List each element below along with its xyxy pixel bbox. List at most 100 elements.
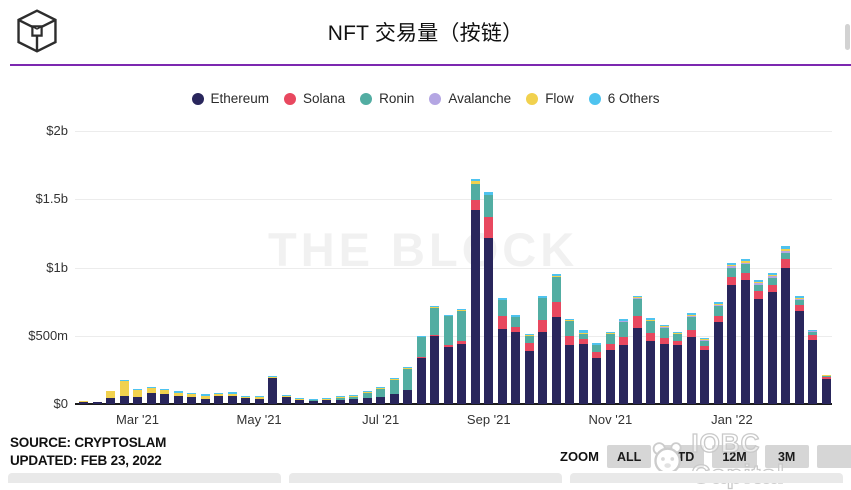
zoom-button-12m[interactable]: 12M [712,445,756,468]
bar[interactable] [174,391,183,404]
bar-segment-ronin [430,308,439,335]
bar-segment-ethereum [390,394,399,404]
bar-segment-ronin [660,328,669,338]
bar-segment-ethereum [147,393,156,404]
bar-segment-ethereum [430,336,439,404]
bar[interactable] [687,313,696,404]
bar-segment-ethereum [133,397,142,404]
bar[interactable] [579,330,588,404]
bar[interactable] [295,398,304,404]
bar-segment-ronin [565,321,574,337]
bar-segment-ethereum [363,398,372,404]
bar[interactable] [457,309,466,405]
bar-segment-flow [106,391,115,398]
bar-segment-ronin [754,285,763,292]
bar[interactable] [309,399,318,404]
bar[interactable] [525,334,534,404]
bar-segment-ronin [417,337,426,357]
bar[interactable] [160,389,169,404]
bar-segment-ethereum [727,285,736,404]
bar[interactable] [390,378,399,404]
x-axis-label: Nov '21 [570,412,650,427]
bar[interactable] [552,274,561,404]
bar[interactable] [633,296,642,404]
bar[interactable] [822,375,831,404]
bar[interactable] [606,332,615,404]
bar[interactable] [538,296,547,404]
bar[interactable] [133,389,142,404]
bar[interactable] [795,296,804,404]
bar-segment-ethereum [228,396,237,404]
bar-segment-ethereum [255,399,264,404]
bar-segment-ronin [687,317,696,330]
bar-segment-ethereum [174,396,183,404]
bar-segment-ethereum [498,329,507,404]
bar[interactable] [255,396,264,404]
bar[interactable] [741,259,750,404]
bar[interactable] [376,387,385,404]
bar[interactable] [282,395,291,404]
zoom-label: ZOOM [560,449,599,464]
bar[interactable] [498,298,507,404]
bar[interactable] [700,338,709,404]
bar-segment-ethereum [592,358,601,404]
bar[interactable] [673,332,682,404]
bar-segment-ethereum [714,322,723,404]
bar[interactable] [592,343,601,404]
bar[interactable] [201,394,210,404]
bar[interactable] [417,336,426,404]
bar[interactable] [241,396,250,404]
bar-segment-solana [646,333,655,341]
bar[interactable] [565,319,574,404]
bar-segment-ronin [606,334,615,344]
bar[interactable] [93,402,102,404]
bar-segment-ethereum [606,350,615,404]
bar-segment-ethereum [93,402,102,404]
bottom-card [8,473,281,483]
bar[interactable] [120,380,129,404]
bar-segment-ronin [646,321,655,333]
bar[interactable] [808,330,817,404]
bar-segment-ethereum [295,400,304,404]
bar-segment-ethereum [646,341,655,404]
bar[interactable] [660,325,669,404]
bar-segment-ethereum [201,399,210,404]
bar[interactable] [147,387,156,404]
bar-segment-ethereum [322,400,331,404]
bar[interactable] [781,246,790,404]
bar-segment-ronin [525,336,534,344]
bar[interactable] [322,398,331,404]
bar[interactable] [403,367,412,404]
bar-segment-ronin [592,345,601,352]
bar[interactable] [511,315,520,404]
bar-segment-flow [133,390,142,397]
zoom-button-all[interactable]: ALL [607,445,651,468]
bar[interactable] [214,393,223,404]
bar[interactable] [349,395,358,404]
bar[interactable] [484,192,493,404]
bar-segment-ethereum [565,345,574,404]
bar[interactable] [430,306,439,404]
zoom-button-3m[interactable]: 3M [765,445,809,468]
bar[interactable] [471,179,480,404]
x-axis-label: Sep '21 [449,412,529,427]
bar[interactable] [363,391,372,404]
bar[interactable] [754,280,763,404]
bar[interactable] [768,273,777,404]
bar[interactable] [714,302,723,404]
bar-segment-ronin [471,184,480,200]
bar[interactable] [619,319,628,404]
bar[interactable] [106,391,115,404]
bar[interactable] [646,318,655,404]
bar[interactable] [79,401,88,404]
bar[interactable] [727,263,736,404]
bar[interactable] [268,376,277,404]
bar[interactable] [228,392,237,404]
zoom-button-ytd[interactable]: YTD [659,445,704,468]
bar[interactable] [444,315,453,404]
bar-segment-ronin [390,380,399,394]
zoom-button-blank[interactable] [817,445,851,468]
bottom-card [570,473,843,483]
bar[interactable] [187,393,196,404]
bar[interactable] [336,396,345,404]
